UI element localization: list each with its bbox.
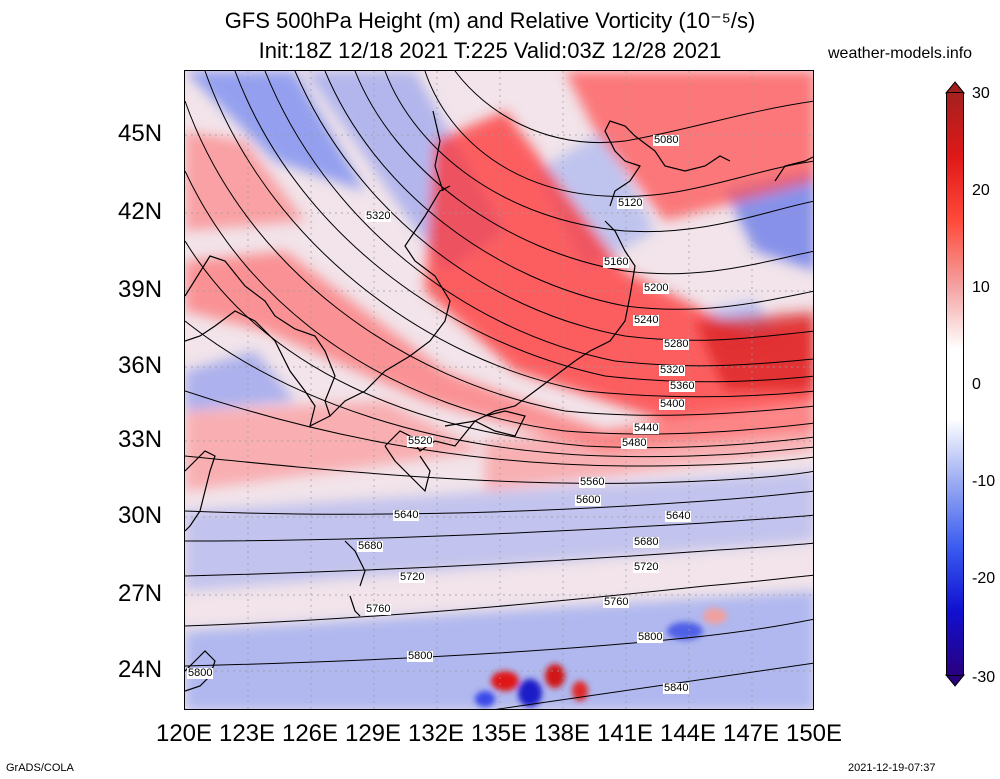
contour-label: 5560	[579, 476, 606, 488]
lon-label: 120E	[155, 720, 213, 747]
lat-label: 27N	[118, 580, 163, 607]
contour-label: 5280	[663, 338, 690, 350]
contour-label: 5720	[399, 571, 426, 583]
height-contours	[185, 71, 813, 709]
colorbar-label: -20	[972, 570, 996, 587]
contour-label: 5080	[653, 134, 680, 146]
vorticity-shading	[185, 71, 813, 709]
credit-text: weather-models.info	[828, 45, 973, 62]
lon-label: 141E	[596, 720, 654, 747]
contour-label: 5680	[633, 536, 660, 548]
colorbar	[946, 92, 964, 676]
colorbar-label: 0	[972, 376, 981, 393]
contour-label: 5720	[633, 561, 660, 573]
lat-label: 36N	[118, 352, 163, 379]
contour-label: 5120	[617, 197, 644, 209]
contour-label: 5320	[365, 210, 392, 222]
contour-label: 5200	[643, 282, 670, 294]
contour-label: 5800	[407, 650, 434, 662]
footer-timestamp: 2021-12-19-07:37	[848, 762, 936, 774]
lon-label: 132E	[407, 720, 465, 747]
colorbar-label: 30	[972, 85, 990, 102]
lon-label: 150E	[785, 720, 843, 747]
lon-label: 123E	[218, 720, 276, 747]
lon-label: 135E	[470, 720, 528, 747]
lon-label: 126E	[281, 720, 339, 747]
convective-cells	[475, 608, 727, 707]
lat-label: 45N	[118, 120, 163, 147]
lat-label: 39N	[118, 276, 163, 303]
contour-label: 5600	[575, 494, 602, 506]
colorbar-label: -30	[972, 669, 996, 686]
lon-label: 129E	[344, 720, 402, 747]
contour-label: 5360	[669, 380, 696, 392]
lat-label: 24N	[118, 656, 163, 683]
colorbar-label: -10	[972, 473, 996, 490]
map-panel: 5080 5120 5160 5200 5240 5280 5320 5360 …	[184, 70, 814, 710]
contour-label: 5160	[603, 256, 630, 268]
contour-label: 5480	[621, 437, 648, 449]
vorticity-map	[185, 71, 813, 709]
lon-label: 138E	[533, 720, 591, 747]
contour-label: 5680	[357, 540, 384, 552]
lat-label: 42N	[118, 198, 163, 225]
lon-label: 144E	[659, 720, 717, 747]
contour-label: 5760	[603, 596, 630, 608]
map-title: GFS 500hPa Height (m) and Relative Vorti…	[224, 8, 756, 33]
colorbar-label: 20	[972, 182, 990, 199]
contour-label: 5240	[633, 314, 660, 326]
contour-label: 5440	[633, 422, 660, 434]
contour-label: 5800	[187, 667, 214, 679]
contour-label: 5840	[663, 682, 690, 694]
lat-label: 33N	[118, 426, 163, 453]
contour-label: 5640	[665, 510, 692, 522]
colorbar-label: 10	[972, 279, 990, 296]
contour-label: 5640	[393, 509, 420, 521]
lon-label: 147E	[722, 720, 780, 747]
contour-label: 5320	[659, 364, 686, 376]
contour-label: 5520	[407, 435, 434, 447]
contour-label: 5760	[365, 603, 392, 615]
footer-software: GrADS/COLA	[6, 762, 74, 774]
lat-label: 30N	[118, 502, 163, 529]
map-subtitle: Init:18Z 12/18 2021 T:225 Valid:03Z 12/2…	[258, 38, 722, 63]
contour-label: 5800	[637, 631, 664, 643]
contour-label: 5400	[659, 398, 686, 410]
